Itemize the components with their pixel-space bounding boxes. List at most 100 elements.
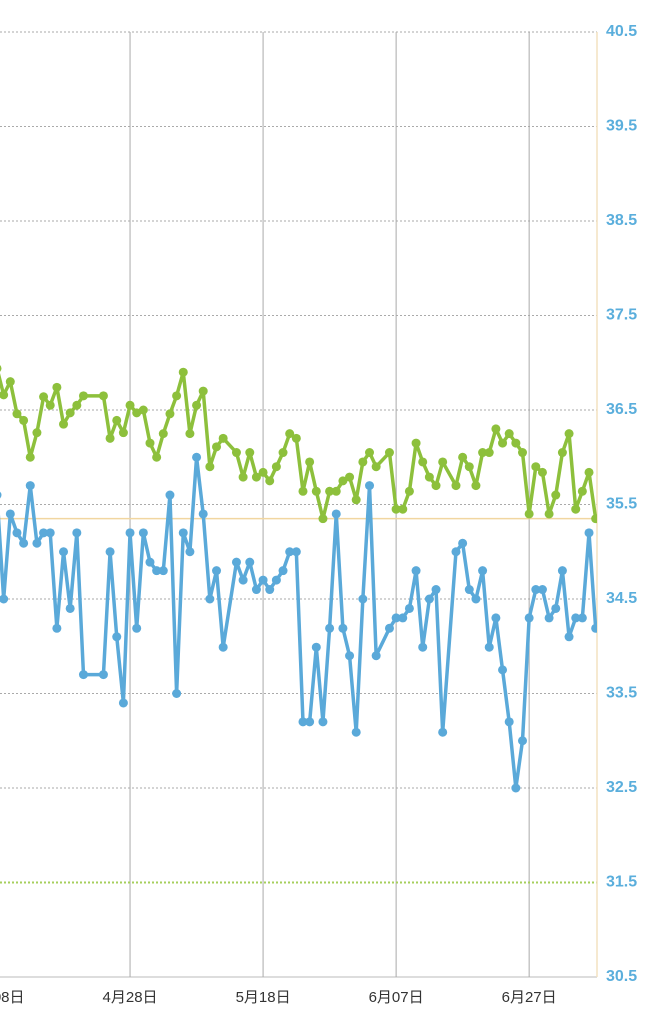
point [451,481,461,491]
point [537,585,547,595]
labels: 30.5 31.5 32.5 33.5 34.5 35.5 36.5 37.5 38.5 39.5… [0,23,637,1006]
point [424,594,434,604]
y-tick-label: 31.5 [606,874,637,891]
y-tick-label: 32.5 [606,779,637,796]
point [358,457,368,467]
y-tick-label: 39.5 [606,118,637,135]
point [478,566,488,576]
point [338,623,348,633]
point [52,623,62,633]
point [65,408,75,418]
point [78,391,88,401]
point [411,438,421,448]
point [531,585,541,595]
point [557,566,567,576]
point [398,613,408,623]
point [278,566,288,576]
point [59,547,69,557]
point [212,442,222,452]
y-tick-label: 38.5 [606,212,637,229]
point [138,528,148,538]
point [524,613,534,623]
point [318,514,328,524]
y-tick-label: 36.5 [606,401,637,418]
point [351,495,361,505]
point [258,575,268,585]
point [478,448,488,458]
point [165,490,175,500]
point [591,623,597,633]
point [458,538,468,548]
point [265,585,275,595]
point [338,476,348,486]
plot-area [0,365,597,793]
point [305,457,315,467]
point [251,472,261,482]
y-tick-label: 40.5 [606,23,637,40]
point [491,613,501,623]
point [345,651,355,661]
point [192,400,202,410]
point [404,486,414,496]
point [118,428,128,438]
point [438,727,448,737]
point [551,603,561,613]
point [271,575,281,585]
point [25,481,35,491]
point [537,467,547,477]
point [291,547,301,557]
point [112,632,122,642]
point [491,424,501,434]
point [218,642,228,652]
point [0,365,2,372]
point [504,717,514,727]
point [331,486,341,496]
point [464,585,474,595]
point [145,438,155,448]
point [371,462,381,472]
point [205,462,215,472]
point [511,783,521,793]
point [231,557,241,567]
point [398,504,408,514]
point [384,448,394,458]
point [484,448,494,458]
point [504,429,514,439]
grid [0,31,598,978]
series-line [0,455,597,790]
point [551,490,561,500]
point [258,467,268,477]
point [278,448,288,458]
point [531,462,541,472]
point [5,509,15,519]
point [72,528,82,538]
point [105,433,115,443]
point [564,632,574,642]
point [285,547,295,557]
point [172,391,182,401]
point [471,594,481,604]
point [431,481,441,491]
point [571,613,581,623]
point [218,433,228,443]
point [32,428,42,438]
point [0,594,9,604]
point [238,472,248,482]
point [584,528,594,538]
point [298,486,308,496]
point [185,429,195,439]
point [125,528,135,538]
point [19,415,29,425]
point [152,452,162,462]
point [285,429,295,439]
point [577,486,587,496]
x-tick-label: 6月27日 [502,989,557,1006]
point [358,594,368,604]
y-tick-label: 30.5 [606,968,637,985]
point [125,400,135,410]
point [178,367,188,377]
point [411,566,421,576]
point [231,448,241,458]
point [5,377,15,387]
